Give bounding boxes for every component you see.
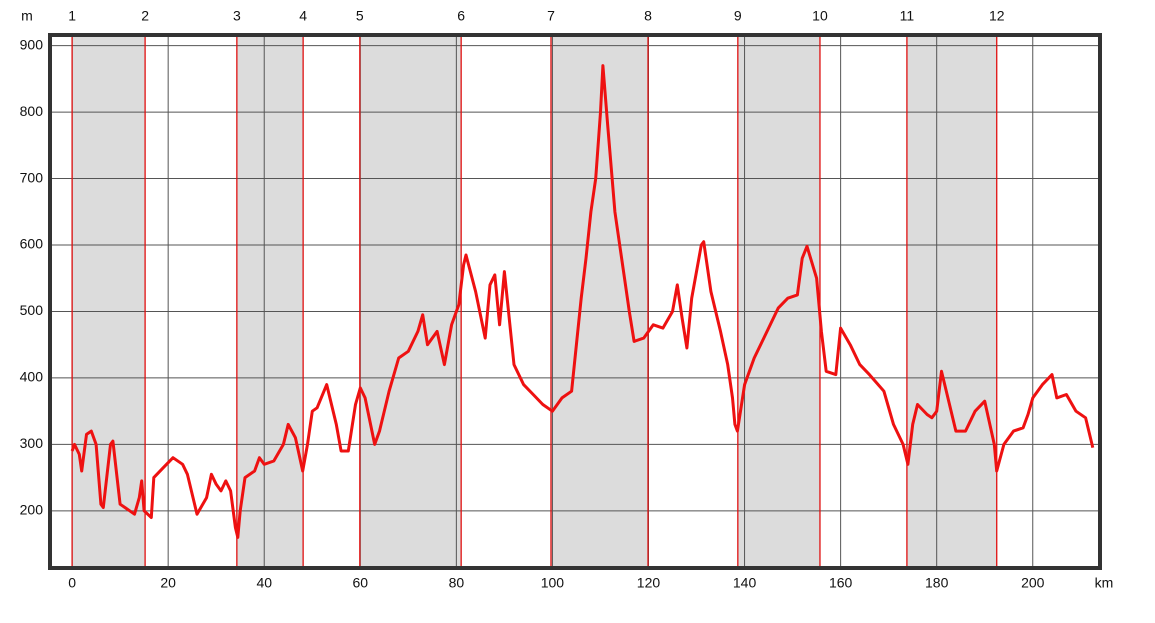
stage-label: 3 — [233, 8, 241, 24]
y-unit: m — [21, 8, 33, 24]
stage-label: 2 — [141, 8, 149, 24]
y-tick-label: 600 — [20, 236, 44, 252]
x-unit: km — [1095, 575, 1114, 591]
stage-label: 6 — [457, 8, 465, 24]
x-tick-label: 160 — [829, 575, 853, 591]
stage-shade — [236, 35, 304, 568]
y-tick-label: 400 — [20, 369, 44, 385]
y-tick-label: 800 — [20, 103, 44, 119]
x-tick-label: 80 — [449, 575, 465, 591]
x-tick-label: 60 — [353, 575, 369, 591]
stage-label: 9 — [734, 8, 742, 24]
x-tick-label: 180 — [925, 575, 949, 591]
stage-shade — [359, 35, 462, 568]
stage-shade — [906, 35, 997, 568]
plot-frame — [48, 33, 1102, 570]
x-tick-label: 140 — [733, 575, 757, 591]
stage-label: 12 — [989, 8, 1005, 24]
stage-label: 5 — [356, 8, 364, 24]
x-tick-label: 100 — [541, 575, 565, 591]
stage-shade — [72, 35, 146, 568]
stage-label: 7 — [547, 8, 555, 24]
y-tick-label: 900 — [20, 36, 44, 52]
x-tick-label: 40 — [256, 575, 272, 591]
y-tick-label: 500 — [20, 302, 44, 318]
stage-label: 8 — [644, 8, 652, 24]
y-tick-label: 200 — [20, 502, 44, 518]
x-tick-label: 0 — [68, 575, 76, 591]
x-tick-label: 20 — [160, 575, 176, 591]
stage-label: 4 — [299, 8, 307, 24]
y-tick-label: 300 — [20, 435, 44, 451]
stage-shade — [737, 35, 820, 568]
stage-label: 11 — [900, 8, 915, 24]
elevation-line — [70, 64, 1095, 539]
y-tick-label: 700 — [20, 169, 44, 185]
x-tick-label: 200 — [1021, 575, 1045, 591]
stage-label: 1 — [68, 8, 76, 24]
stage-label: 10 — [812, 8, 828, 24]
x-tick-label: 120 — [637, 575, 661, 591]
